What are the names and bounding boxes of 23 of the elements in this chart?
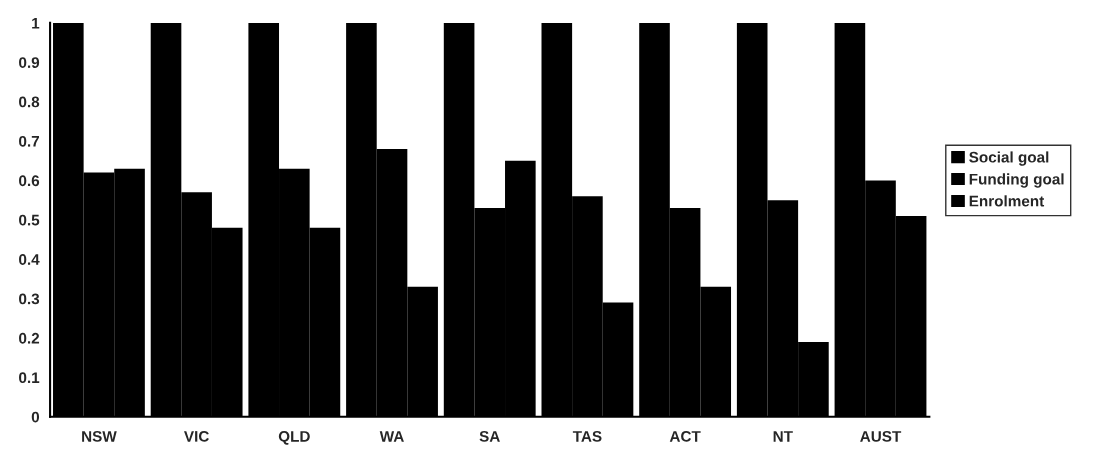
y-tick-label: 0.6 bbox=[19, 175, 40, 187]
y-tick-label: 0.2 bbox=[19, 332, 40, 344]
y-tick-label: 0.5 bbox=[19, 214, 40, 226]
y-tick-label: 0.1 bbox=[19, 372, 40, 384]
x-tick-label: TAS bbox=[572, 430, 602, 442]
x-tick-label: NSW bbox=[82, 430, 117, 442]
y-tick-label: 0 bbox=[31, 411, 40, 423]
x-tick-label: NT bbox=[773, 431, 793, 442]
y-tick-label: 0.3 bbox=[19, 293, 40, 305]
x-tick-label: VIC bbox=[184, 430, 209, 442]
y-tick-label: 0.9 bbox=[19, 57, 40, 68]
x-tick-label: ACT bbox=[669, 430, 701, 442]
x-tick-label: SA bbox=[479, 430, 500, 442]
y-tick-label: 0.8 bbox=[19, 96, 40, 108]
legend-label: Social goal bbox=[969, 151, 1049, 166]
legend-label: Enrolment bbox=[969, 195, 1045, 207]
x-tick-label: AUST bbox=[860, 430, 902, 442]
y-tick-label: 0.4 bbox=[19, 254, 40, 265]
x-tick-label: QLD bbox=[278, 430, 310, 445]
x-tick-label: WA bbox=[379, 431, 404, 442]
y-tick-label: 1 bbox=[32, 17, 40, 29]
y-tick-label: 0.7 bbox=[19, 135, 39, 147]
legend-label: Funding goal bbox=[969, 173, 1064, 188]
